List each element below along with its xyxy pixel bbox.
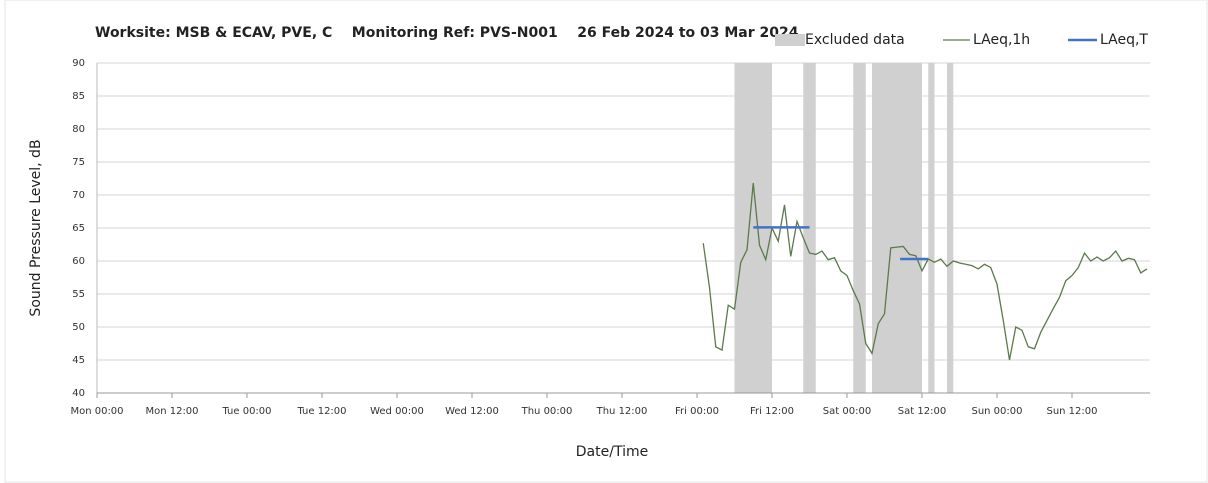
y-tick-label: 50 [72,322,85,333]
y-tick-label: 70 [72,190,85,201]
excluded-band [947,63,954,393]
x-tick-label: Wed 00:00 [370,406,424,417]
x-tick-label: Sat 00:00 [823,406,871,417]
legend-swatch [775,34,805,46]
y-tick-label: 45 [72,355,85,366]
legend-label: LAeq,T [1100,32,1148,48]
legend-label: LAeq,1h [973,32,1030,48]
x-tick-label: Thu 12:00 [596,406,648,417]
y-tick-label: 65 [72,223,85,234]
x-tick-label: Mon 00:00 [70,406,123,417]
y-tick-label: 40 [72,388,85,399]
legend-label: Excluded data [805,32,905,48]
x-tick-label: Sun 12:00 [1046,406,1097,417]
x-axis-label: Date/Time [576,444,648,460]
series-line [702,183,1148,361]
x-tick-label: Thu 00:00 [521,406,573,417]
x-tick-label: Tue 12:00 [296,406,346,417]
y-tick-label: 80 [72,124,85,135]
frame [4,0,1208,483]
x-tick-label: Tue 00:00 [221,406,271,417]
x-tick-label: Fri 12:00 [750,406,794,417]
y-tick-label: 60 [72,256,85,267]
excluded-band [853,63,866,393]
y-axis-label: Sound Pressure Level, dB [28,139,44,316]
x-tick-label: Fri 00:00 [675,406,719,417]
x-tick-label: Mon 12:00 [145,406,198,417]
x-tick-label: Sat 12:00 [898,406,946,417]
excluded-band [928,63,935,393]
y-tick-label: 75 [72,157,85,168]
x-tick-label: Wed 12:00 [445,406,499,417]
chart-title: Worksite: MSB & ECAV, PVE, C Monitoring … [95,25,799,41]
excluded-band [872,63,922,393]
x-tick-label: Sun 00:00 [971,406,1022,417]
y-tick-label: 90 [72,58,85,69]
y-tick-label: 55 [72,289,85,300]
y-tick-label: 85 [72,91,85,102]
